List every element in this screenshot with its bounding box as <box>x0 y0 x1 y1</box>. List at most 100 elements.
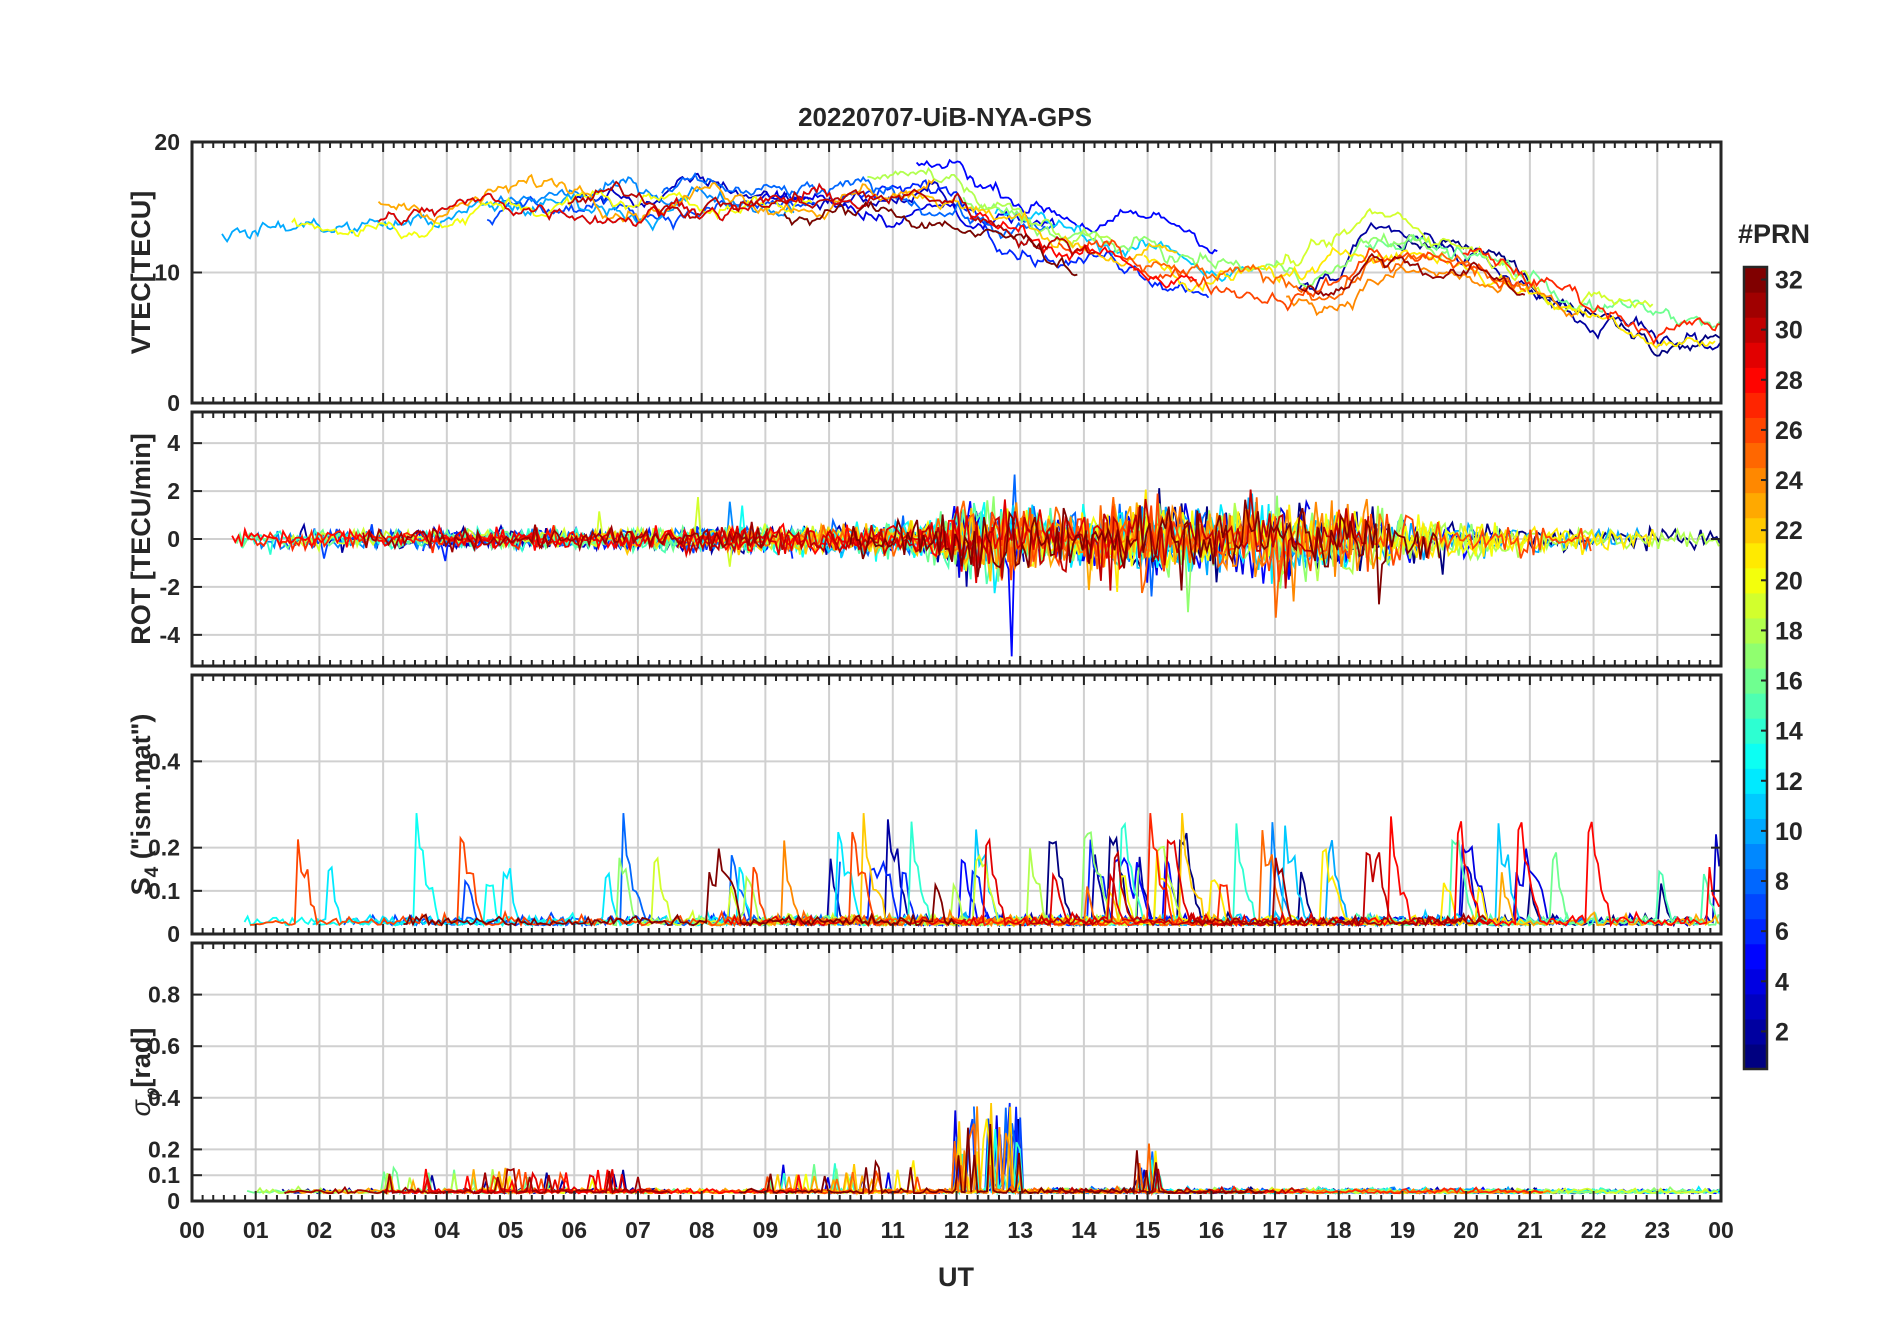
colorbar-segment <box>1744 342 1767 368</box>
vtec-series-prn-5 <box>915 158 1218 255</box>
vtec-ylabel: VTEC[TECU] <box>126 191 156 355</box>
vtec-series-prn-32 <box>783 200 1078 277</box>
vtec-series-prn-18 <box>867 166 1113 248</box>
s4-panel: 0 0.1 0.2 0.4S4 ("ism.mat") <box>126 673 1723 947</box>
x-tick-label: 02 <box>307 1217 333 1243</box>
colorbar-segment <box>1744 918 1767 945</box>
colorbar-tick-label: 18 <box>1775 617 1803 645</box>
vtec-series-prn-24 <box>1286 265 1577 318</box>
sigma-phi-series-prn-31 <box>284 1167 671 1195</box>
colorbar-segment <box>1744 718 1767 744</box>
s4-ylabel: S4 ("ism.mat") <box>126 714 163 896</box>
rot-panel: -4 -2 0 2 4 ROT [TECU/min] <box>126 410 1723 668</box>
x-tick-label: 00 <box>1708 1217 1734 1243</box>
sigma-phi-ytick-label: 0 <box>167 1188 180 1214</box>
sigma-phi-series-group <box>246 1102 1721 1197</box>
colorbar-tick-label: 6 <box>1775 918 1789 946</box>
rot-series-prn-29 <box>440 499 1134 584</box>
vtec-ytick-label: 10 <box>154 260 180 286</box>
colorbar-segment <box>1744 868 1767 895</box>
s4-series-prn-32 <box>403 848 956 927</box>
s4-ytick-label: 0.2 <box>148 835 180 861</box>
vtec-series-prn-19 <box>1272 207 1654 313</box>
colorbar-segment <box>1744 492 1767 519</box>
vtec-series-prn-22 <box>893 190 1178 267</box>
colorbar-segment <box>1744 317 1767 343</box>
vtec-series-prn-8 <box>661 171 1055 240</box>
sigma-phi-ytick-label: 0.8 <box>148 982 180 1008</box>
x-tick-label: 10 <box>816 1217 842 1243</box>
s4-ytick-label: 0 <box>167 921 180 947</box>
vtec-series-prn-11 <box>994 207 1253 283</box>
x-tick-label: 16 <box>1199 1217 1225 1243</box>
colorbar-segment <box>1744 567 1767 594</box>
vtec-ytick-label: 20 <box>154 129 180 155</box>
rot-ytick-label: 4 <box>167 430 180 456</box>
x-tick-label: 00 <box>179 1217 205 1243</box>
s4-ytick-label: 0.1 <box>148 878 180 904</box>
rot-series-prn-30 <box>676 489 1370 591</box>
s4-ytick-label: 0.4 <box>148 748 180 774</box>
rot-ytick-label: 2 <box>167 478 180 504</box>
colorbar-segment <box>1744 893 1767 920</box>
colorbar-segment <box>1744 668 1767 694</box>
sigma-phi-ytick-label: 0.6 <box>148 1033 180 1059</box>
colorbar-tick-label: 10 <box>1775 818 1803 846</box>
sigma-phi-panel: 00.10.2 0.4 0.6 0.8 σφ[rad] 00 01 02 03 04 05 06 07 0… <box>126 941 1734 1243</box>
colorbar-segment <box>1744 1043 1767 1070</box>
x-tick-label: 18 <box>1326 1217 1352 1243</box>
vtec-panel: 0 10 20 VTEC[TECU] <box>126 129 1723 416</box>
vtec-series-prn-20 <box>291 188 813 240</box>
s4-series-prn-13 <box>243 813 631 928</box>
rot-ytick-label: -4 <box>160 622 181 648</box>
chart-title: 20220707-UiB-NYA-GPS <box>798 102 1092 132</box>
colorbar-segment <box>1744 743 1767 769</box>
x-tick-label: 21 <box>1517 1217 1543 1243</box>
colorbar-segment <box>1744 292 1767 318</box>
s4-series-prn-31 <box>1189 857 1487 928</box>
rot-series-prn-21 <box>1027 489 1657 592</box>
colorbar-segment <box>1744 818 1767 845</box>
x-tick-label: 01 <box>243 1217 269 1243</box>
rot-series-group <box>231 474 1721 657</box>
rot-series-prn-31 <box>362 521 769 553</box>
vtec-series-prn-25 <box>1132 252 1527 301</box>
s4-series-prn-30 <box>1028 849 1492 927</box>
colorbar-tick-label: 32 <box>1775 267 1803 295</box>
x-axis-label: UT <box>938 1262 974 1292</box>
colorbar-tick-label: 12 <box>1775 768 1803 796</box>
vtec-series-prn-30 <box>567 180 1096 258</box>
colorbar-segment <box>1744 267 1767 293</box>
x-tick-label: 09 <box>753 1217 779 1243</box>
colorbar-segment <box>1744 1018 1767 1045</box>
x-tick-label: 07 <box>625 1217 651 1243</box>
colorbar-tick-label: 28 <box>1775 367 1803 395</box>
vtec-series-prn-31 <box>1300 252 1526 297</box>
colorbar-segment <box>1744 417 1767 444</box>
rot-ytick-label: 0 <box>167 526 180 552</box>
colorbar-tick-label: 16 <box>1775 668 1803 696</box>
colorbar-tick-label: 24 <box>1775 467 1803 495</box>
x-tick-label: 23 <box>1644 1217 1670 1243</box>
colorbar-segment <box>1744 993 1767 1020</box>
colorbar-segment <box>1744 968 1767 995</box>
vtec-series-group <box>221 158 1721 357</box>
colorbar-segment <box>1744 367 1767 393</box>
colorbar-segment <box>1744 642 1767 669</box>
vtec-series-prn-3 <box>574 172 979 223</box>
colorbar-tick-label: 2 <box>1775 1018 1789 1046</box>
x-tick-label: 17 <box>1262 1217 1288 1243</box>
colorbar-tick-label: 14 <box>1775 718 1803 746</box>
x-tick-label: 04 <box>434 1217 460 1243</box>
colorbar-segment <box>1744 768 1767 794</box>
colorbar-segment <box>1744 592 1767 619</box>
vtec-series-prn-27 <box>1462 248 1721 346</box>
rot-series-prn-32 <box>849 499 1441 605</box>
rot-series-prn-26 <box>987 493 1592 583</box>
colorbar-tick-label: 4 <box>1775 968 1789 996</box>
x-tick-label: 05 <box>498 1217 524 1243</box>
sigma-phi-ytick-label: 0.1 <box>148 1162 180 1188</box>
colorbar-tick-label: 20 <box>1775 567 1803 595</box>
